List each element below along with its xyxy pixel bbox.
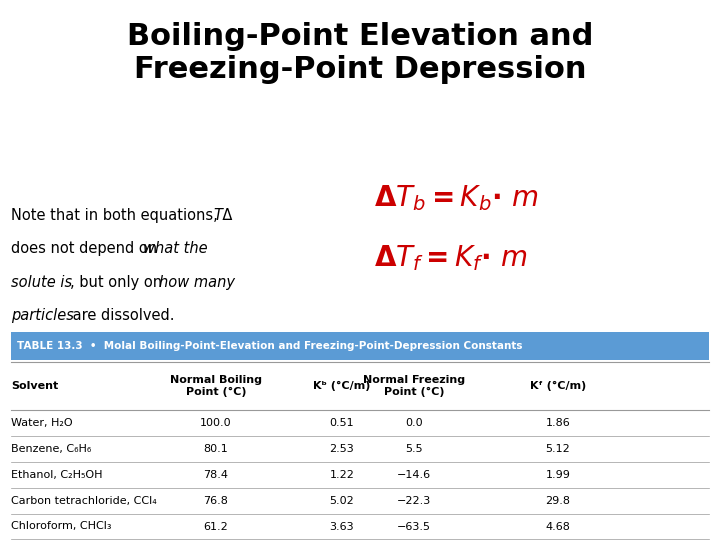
Text: are dissolved.: are dissolved. [68, 308, 175, 323]
Text: 5.5: 5.5 [405, 444, 423, 454]
Text: Water, H₂O: Water, H₂O [11, 418, 73, 428]
Text: how many: how many [159, 275, 235, 290]
Text: Ethanol, C₂H₅OH: Ethanol, C₂H₅OH [11, 470, 102, 480]
Text: 0.0: 0.0 [405, 418, 423, 428]
Text: 78.4: 78.4 [204, 470, 228, 480]
Text: 5.02: 5.02 [330, 496, 354, 505]
Text: 29.8: 29.8 [546, 496, 570, 505]
Text: 5.12: 5.12 [546, 444, 570, 454]
Text: Kᵇ (°C/m): Kᵇ (°C/m) [313, 381, 371, 391]
Text: $\mathbf{\Delta} \mathbf{\mathit{T}}_f \mathbf{= \mathit{K}}_f\mathbf{\bullet\ \: $\mathbf{\Delta} \mathbf{\mathit{T}}_f \… [374, 243, 528, 273]
Text: 1.22: 1.22 [330, 470, 354, 480]
Text: Note that in both equations, Δ: Note that in both equations, Δ [11, 208, 232, 223]
Text: −63.5: −63.5 [397, 522, 431, 531]
Text: 100.0: 100.0 [200, 418, 232, 428]
Text: TABLE 13.3  •  Molal Boiling-Point-Elevation and Freezing-Point-Depression Const: TABLE 13.3 • Molal Boiling-Point-Elevati… [17, 341, 522, 351]
Text: Normal Freezing
Point (°C): Normal Freezing Point (°C) [363, 375, 465, 397]
Text: Carbon tetrachloride, CCl₄: Carbon tetrachloride, CCl₄ [11, 496, 156, 505]
Text: , but only on: , but only on [70, 275, 166, 290]
Text: 1.86: 1.86 [546, 418, 570, 428]
Text: Solvent: Solvent [11, 381, 58, 391]
Text: particles: particles [11, 308, 73, 323]
FancyBboxPatch shape [11, 332, 709, 360]
Text: 0.51: 0.51 [330, 418, 354, 428]
Text: Kᶠ (°C/m): Kᶠ (°C/m) [530, 381, 586, 391]
Text: Normal Boiling
Point (°C): Normal Boiling Point (°C) [170, 375, 262, 397]
Text: −22.3: −22.3 [397, 496, 431, 505]
Text: 2.53: 2.53 [330, 444, 354, 454]
Text: $\mathbf{\Delta} \mathbf{\mathit{T}}_b \mathbf{= \mathit{K}}_b \mathbf{\bullet\ : $\mathbf{\Delta} \mathbf{\mathit{T}}_b \… [374, 184, 539, 213]
Text: T: T [214, 208, 222, 223]
Text: Boiling-Point Elevation and
Freezing-Point Depression: Boiling-Point Elevation and Freezing-Poi… [127, 22, 593, 84]
Text: Benzene, C₆H₆: Benzene, C₆H₆ [11, 444, 91, 454]
Text: does not depend on: does not depend on [11, 241, 161, 256]
Text: 1.99: 1.99 [546, 470, 570, 480]
Text: 3.63: 3.63 [330, 522, 354, 531]
Text: Chloroform, CHCl₃: Chloroform, CHCl₃ [11, 522, 112, 531]
Text: solute is: solute is [11, 275, 72, 290]
Text: 80.1: 80.1 [204, 444, 228, 454]
Text: what the: what the [143, 241, 207, 256]
Text: −14.6: −14.6 [397, 470, 431, 480]
Text: 4.68: 4.68 [546, 522, 570, 531]
Text: 76.8: 76.8 [204, 496, 228, 505]
Text: 61.2: 61.2 [204, 522, 228, 531]
